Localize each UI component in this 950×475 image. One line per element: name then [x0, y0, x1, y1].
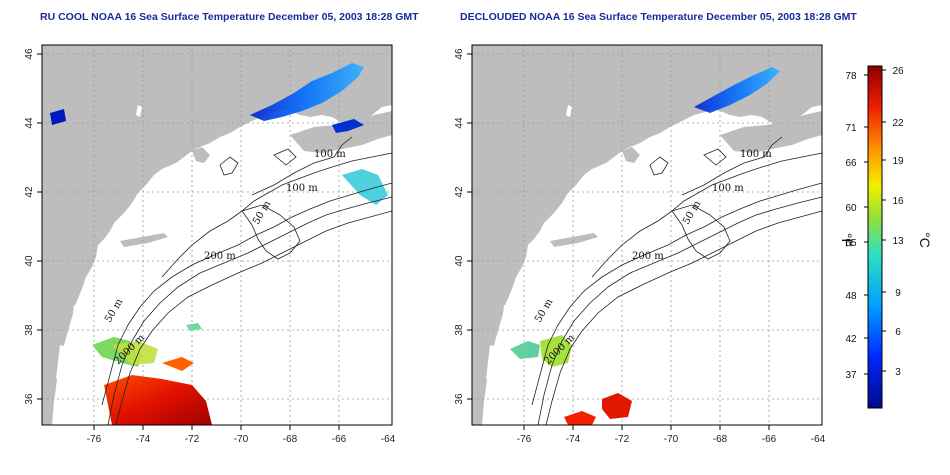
celsius-tick-label: 22: [892, 118, 904, 129]
contour-label: 200 m: [204, 251, 236, 262]
temperature-colorbar: 78 71 66 60 55 48 42 37 26 22 19 16 13 9…: [839, 65, 933, 409]
celsius-tick-label: 19: [892, 156, 904, 167]
lon-tick-label: -66: [332, 434, 347, 445]
right-map-panel: 100 m 100 m 50 m 200 m 50 m 2000 m -76 -…: [454, 44, 826, 445]
lat-tick-label: 42: [454, 186, 465, 198]
celsius-tick-label: 16: [892, 196, 904, 207]
fahrenheit-unit-label: °F: [839, 233, 855, 247]
lon-tick-label: -66: [762, 434, 777, 445]
celsius-scale: 26 22 19 16 13 9 6 3: [892, 66, 904, 378]
fahrenheit-tick-label: 60: [845, 203, 857, 214]
lon-tick-label: -68: [713, 434, 728, 445]
lat-tick-label: 36: [24, 393, 35, 405]
contour-label: 200 m: [632, 251, 664, 262]
right-panel-title: DECLOUDED NOAA 16 Sea Surface Temperatur…: [460, 11, 857, 23]
fahrenheit-tick-label: 37: [845, 370, 857, 381]
lat-axis-right: 46 44 42 40 38 36: [454, 48, 465, 405]
celsius-tick-label: 9: [895, 288, 901, 299]
lon-axis-left: -76 -74 -72 -70 -68 -66 -64: [87, 434, 396, 445]
lat-tick-label: 44: [454, 117, 465, 129]
lon-tick-label: -74: [566, 434, 581, 445]
lon-tick-label: -72: [615, 434, 630, 445]
lon-tick-label: -76: [517, 434, 532, 445]
colorbar-gradient: [867, 65, 883, 409]
lon-tick-label: -70: [664, 434, 679, 445]
fahrenheit-tick-label: 71: [845, 123, 857, 134]
celsius-tick-label: 26: [892, 66, 904, 77]
celsius-tick-label: 13: [892, 236, 904, 247]
fahrenheit-tick-label: 55: [845, 238, 857, 249]
celsius-tick-label: 3: [895, 367, 901, 378]
sst-patches-right: [510, 67, 780, 425]
lat-axis-left: 46 44 42 40 38 36: [24, 48, 35, 405]
lon-tick-label: -64: [381, 434, 396, 445]
fahrenheit-tick-label: 42: [845, 334, 857, 345]
celsius-tick-label: 6: [895, 327, 901, 338]
contour-label: 100 m: [314, 149, 346, 160]
lon-tick-label: -74: [136, 434, 151, 445]
left-panel-title: RU COOL NOAA 16 Sea Surface Temperature …: [40, 11, 419, 23]
celsius-unit-label: °C: [917, 232, 933, 248]
lat-tick-label: 38: [454, 324, 465, 336]
lat-tick-label: 40: [454, 255, 465, 267]
contour-label: 100 m: [286, 183, 318, 194]
lon-axis-right: -76 -74 -72 -70 -68 -66 -64: [517, 434, 826, 445]
lat-tick-label: 46: [24, 48, 35, 60]
lat-tick-label: 46: [454, 48, 465, 60]
contour-label: 100 m: [740, 149, 772, 160]
lon-tick-label: -70: [234, 434, 249, 445]
contour-label: 100 m: [712, 183, 744, 194]
lat-tick-label: 44: [24, 117, 35, 129]
lat-tick-label: 42: [24, 186, 35, 198]
fahrenheit-tick-label: 66: [845, 158, 857, 169]
sst-patches-left: [50, 63, 388, 425]
lon-tick-label: -76: [87, 434, 102, 445]
lat-tick-label: 40: [24, 255, 35, 267]
lon-tick-label: -72: [185, 434, 200, 445]
lon-tick-label: -68: [283, 434, 298, 445]
left-map-panel: 100 m 100 m 50 m 200 m 50 m 2000 m -76 -…: [24, 44, 396, 445]
lon-tick-label: -64: [811, 434, 826, 445]
fahrenheit-scale: 78 71 66 60 55 48 42 37: [845, 71, 857, 381]
fahrenheit-tick-label: 48: [845, 291, 857, 302]
lat-tick-label: 38: [24, 324, 35, 336]
fahrenheit-tick-label: 78: [845, 71, 857, 82]
lat-tick-label: 36: [454, 393, 465, 405]
